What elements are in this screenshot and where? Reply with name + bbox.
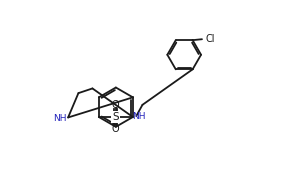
Text: S: S (112, 112, 119, 122)
Text: NH: NH (132, 112, 146, 121)
Text: Cl: Cl (205, 34, 215, 44)
Text: NH: NH (53, 114, 67, 123)
Text: O: O (112, 100, 120, 110)
Text: O: O (112, 124, 120, 134)
